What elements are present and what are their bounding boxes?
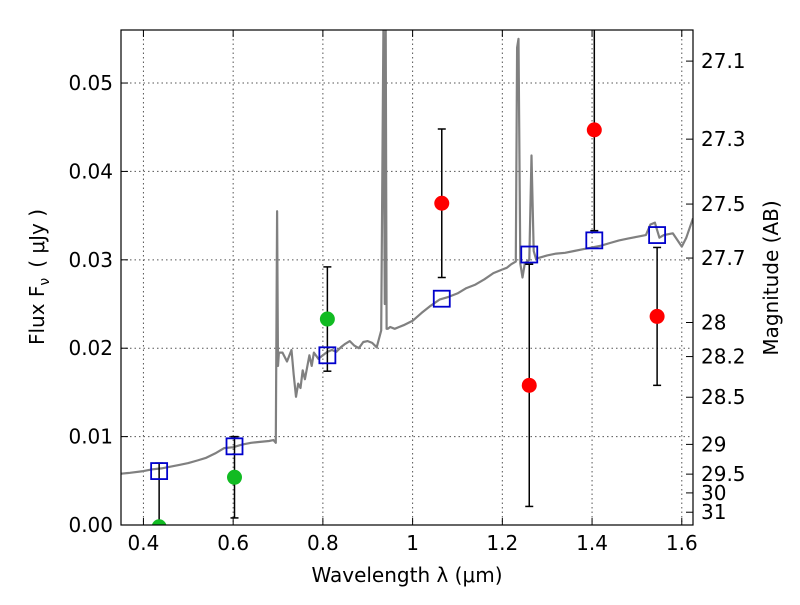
green-point: [227, 469, 243, 485]
mag-tick-label: 28: [701, 311, 726, 335]
x-tick-label: 1.4: [576, 531, 608, 555]
mag-tick-label: 31: [701, 500, 726, 524]
x-tick-label: 1.6: [666, 531, 698, 555]
x-tick-label: 0.4: [128, 531, 160, 555]
y-axis-title-text: Flux F: [25, 286, 49, 345]
y-axis-title-sub: ν: [37, 278, 53, 286]
grid: [121, 30, 693, 526]
mag-tick-label: 29.5: [701, 462, 746, 486]
x-tick-label: 1.2: [486, 531, 518, 555]
x-axis-title: Wavelength λ (μm): [311, 563, 502, 587]
model-point: [432, 289, 451, 308]
x-tick-label: 1: [406, 531, 419, 555]
spectrum-line: [121, 30, 693, 475]
red-point: [649, 308, 665, 324]
mag-tick-label: 27.1: [701, 49, 746, 73]
y-axis-title-right: Magnitude (AB): [759, 200, 783, 355]
mag-tick-label: 29: [701, 432, 726, 456]
x-tick-label: 0.6: [217, 531, 249, 555]
green-point: [151, 519, 167, 525]
model-point: [225, 437, 244, 456]
mag-tick-label: 27.5: [701, 192, 746, 216]
y-tick-label: 0.00: [68, 513, 113, 537]
mag-tick-label: 27.3: [701, 127, 746, 151]
y-tick-label: 0.02: [68, 336, 113, 360]
model-point: [585, 231, 604, 250]
mag-tick-label: 28.2: [701, 345, 746, 369]
y-tick-label: 0.03: [68, 248, 113, 272]
y-axis-title-left: Flux Fν ( μJy ): [25, 209, 53, 345]
model-point: [150, 462, 169, 480]
y-tick-label: 0.05: [68, 71, 113, 95]
model-point: [318, 346, 337, 365]
plot-area: [121, 30, 693, 525]
red-point: [586, 122, 602, 138]
red-point: [521, 377, 537, 393]
mag-tick-label: 30: [701, 481, 726, 505]
red-point: [434, 195, 450, 211]
green-point: [319, 311, 335, 327]
axes: 0.4 0.6 0.8 1 1.2 1.4 1.6 0.00 0.01 0.02 0.03 0.04 0…: [68, 30, 746, 555]
model-point: [648, 226, 667, 244]
y-axis-title-unit: ( μJy ): [25, 209, 49, 268]
plot-frame: [120, 29, 694, 526]
x-tick-label: 0.8: [307, 531, 339, 555]
mag-tick-label: 28.5: [701, 385, 746, 409]
y-tick-label: 0.01: [68, 425, 113, 449]
model-point: [520, 245, 539, 264]
mag-tick-label: 27.7: [701, 246, 746, 270]
y-tick-label: 0.04: [68, 159, 113, 183]
